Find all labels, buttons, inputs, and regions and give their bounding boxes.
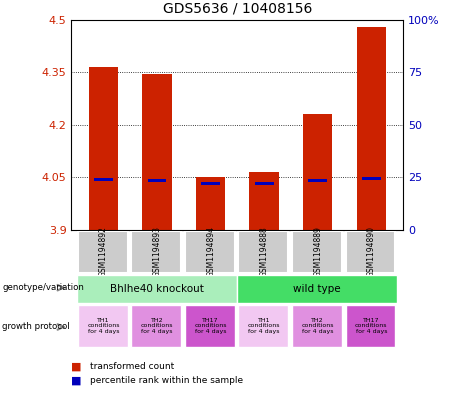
- Text: GSM1194888: GSM1194888: [260, 226, 269, 277]
- Text: percentile rank within the sample: percentile rank within the sample: [90, 376, 243, 385]
- Bar: [78, 305, 128, 347]
- Bar: [237, 274, 397, 303]
- Bar: [201, 182, 220, 185]
- Bar: [78, 231, 128, 273]
- Text: TH2
conditions
for 4 days: TH2 conditions for 4 days: [141, 318, 173, 334]
- Text: growth protocol: growth protocol: [2, 323, 70, 331]
- Bar: [238, 231, 288, 273]
- Text: GSM1194889: GSM1194889: [313, 226, 322, 277]
- Bar: [346, 231, 396, 273]
- Text: TH17
conditions
for 4 days: TH17 conditions for 4 days: [355, 318, 388, 334]
- Text: genotype/variation: genotype/variation: [2, 283, 84, 292]
- Bar: [303, 114, 332, 230]
- Text: ■: ■: [71, 375, 82, 386]
- Bar: [255, 182, 273, 185]
- Bar: [249, 172, 279, 230]
- Bar: [238, 305, 288, 347]
- Bar: [292, 231, 342, 273]
- Text: GSM1194893: GSM1194893: [153, 226, 162, 277]
- Bar: [94, 178, 113, 182]
- Text: TH17
conditions
for 4 days: TH17 conditions for 4 days: [195, 318, 227, 334]
- Text: TH1
conditions
for 4 days: TH1 conditions for 4 days: [248, 318, 280, 334]
- Title: GDS5636 / 10408156: GDS5636 / 10408156: [163, 2, 312, 16]
- Bar: [292, 305, 342, 347]
- Bar: [185, 231, 235, 273]
- Bar: [356, 27, 386, 230]
- Bar: [148, 178, 166, 182]
- Text: ■: ■: [71, 361, 82, 371]
- Text: GSM1194890: GSM1194890: [367, 226, 376, 277]
- Bar: [362, 177, 381, 180]
- Bar: [196, 177, 225, 230]
- Text: transformed count: transformed count: [90, 362, 174, 371]
- Text: TH1
conditions
for 4 days: TH1 conditions for 4 days: [87, 318, 120, 334]
- Bar: [346, 305, 396, 347]
- Bar: [89, 67, 118, 230]
- Text: GSM1194894: GSM1194894: [206, 226, 215, 277]
- Text: GSM1194892: GSM1194892: [99, 226, 108, 277]
- Bar: [308, 178, 327, 182]
- Bar: [185, 305, 235, 347]
- Text: wild type: wild type: [293, 284, 341, 294]
- Bar: [131, 231, 181, 273]
- Bar: [77, 274, 237, 303]
- Bar: [131, 305, 181, 347]
- Text: TH2
conditions
for 4 days: TH2 conditions for 4 days: [301, 318, 334, 334]
- Text: Bhlhe40 knockout: Bhlhe40 knockout: [110, 284, 204, 294]
- Bar: [142, 74, 172, 230]
